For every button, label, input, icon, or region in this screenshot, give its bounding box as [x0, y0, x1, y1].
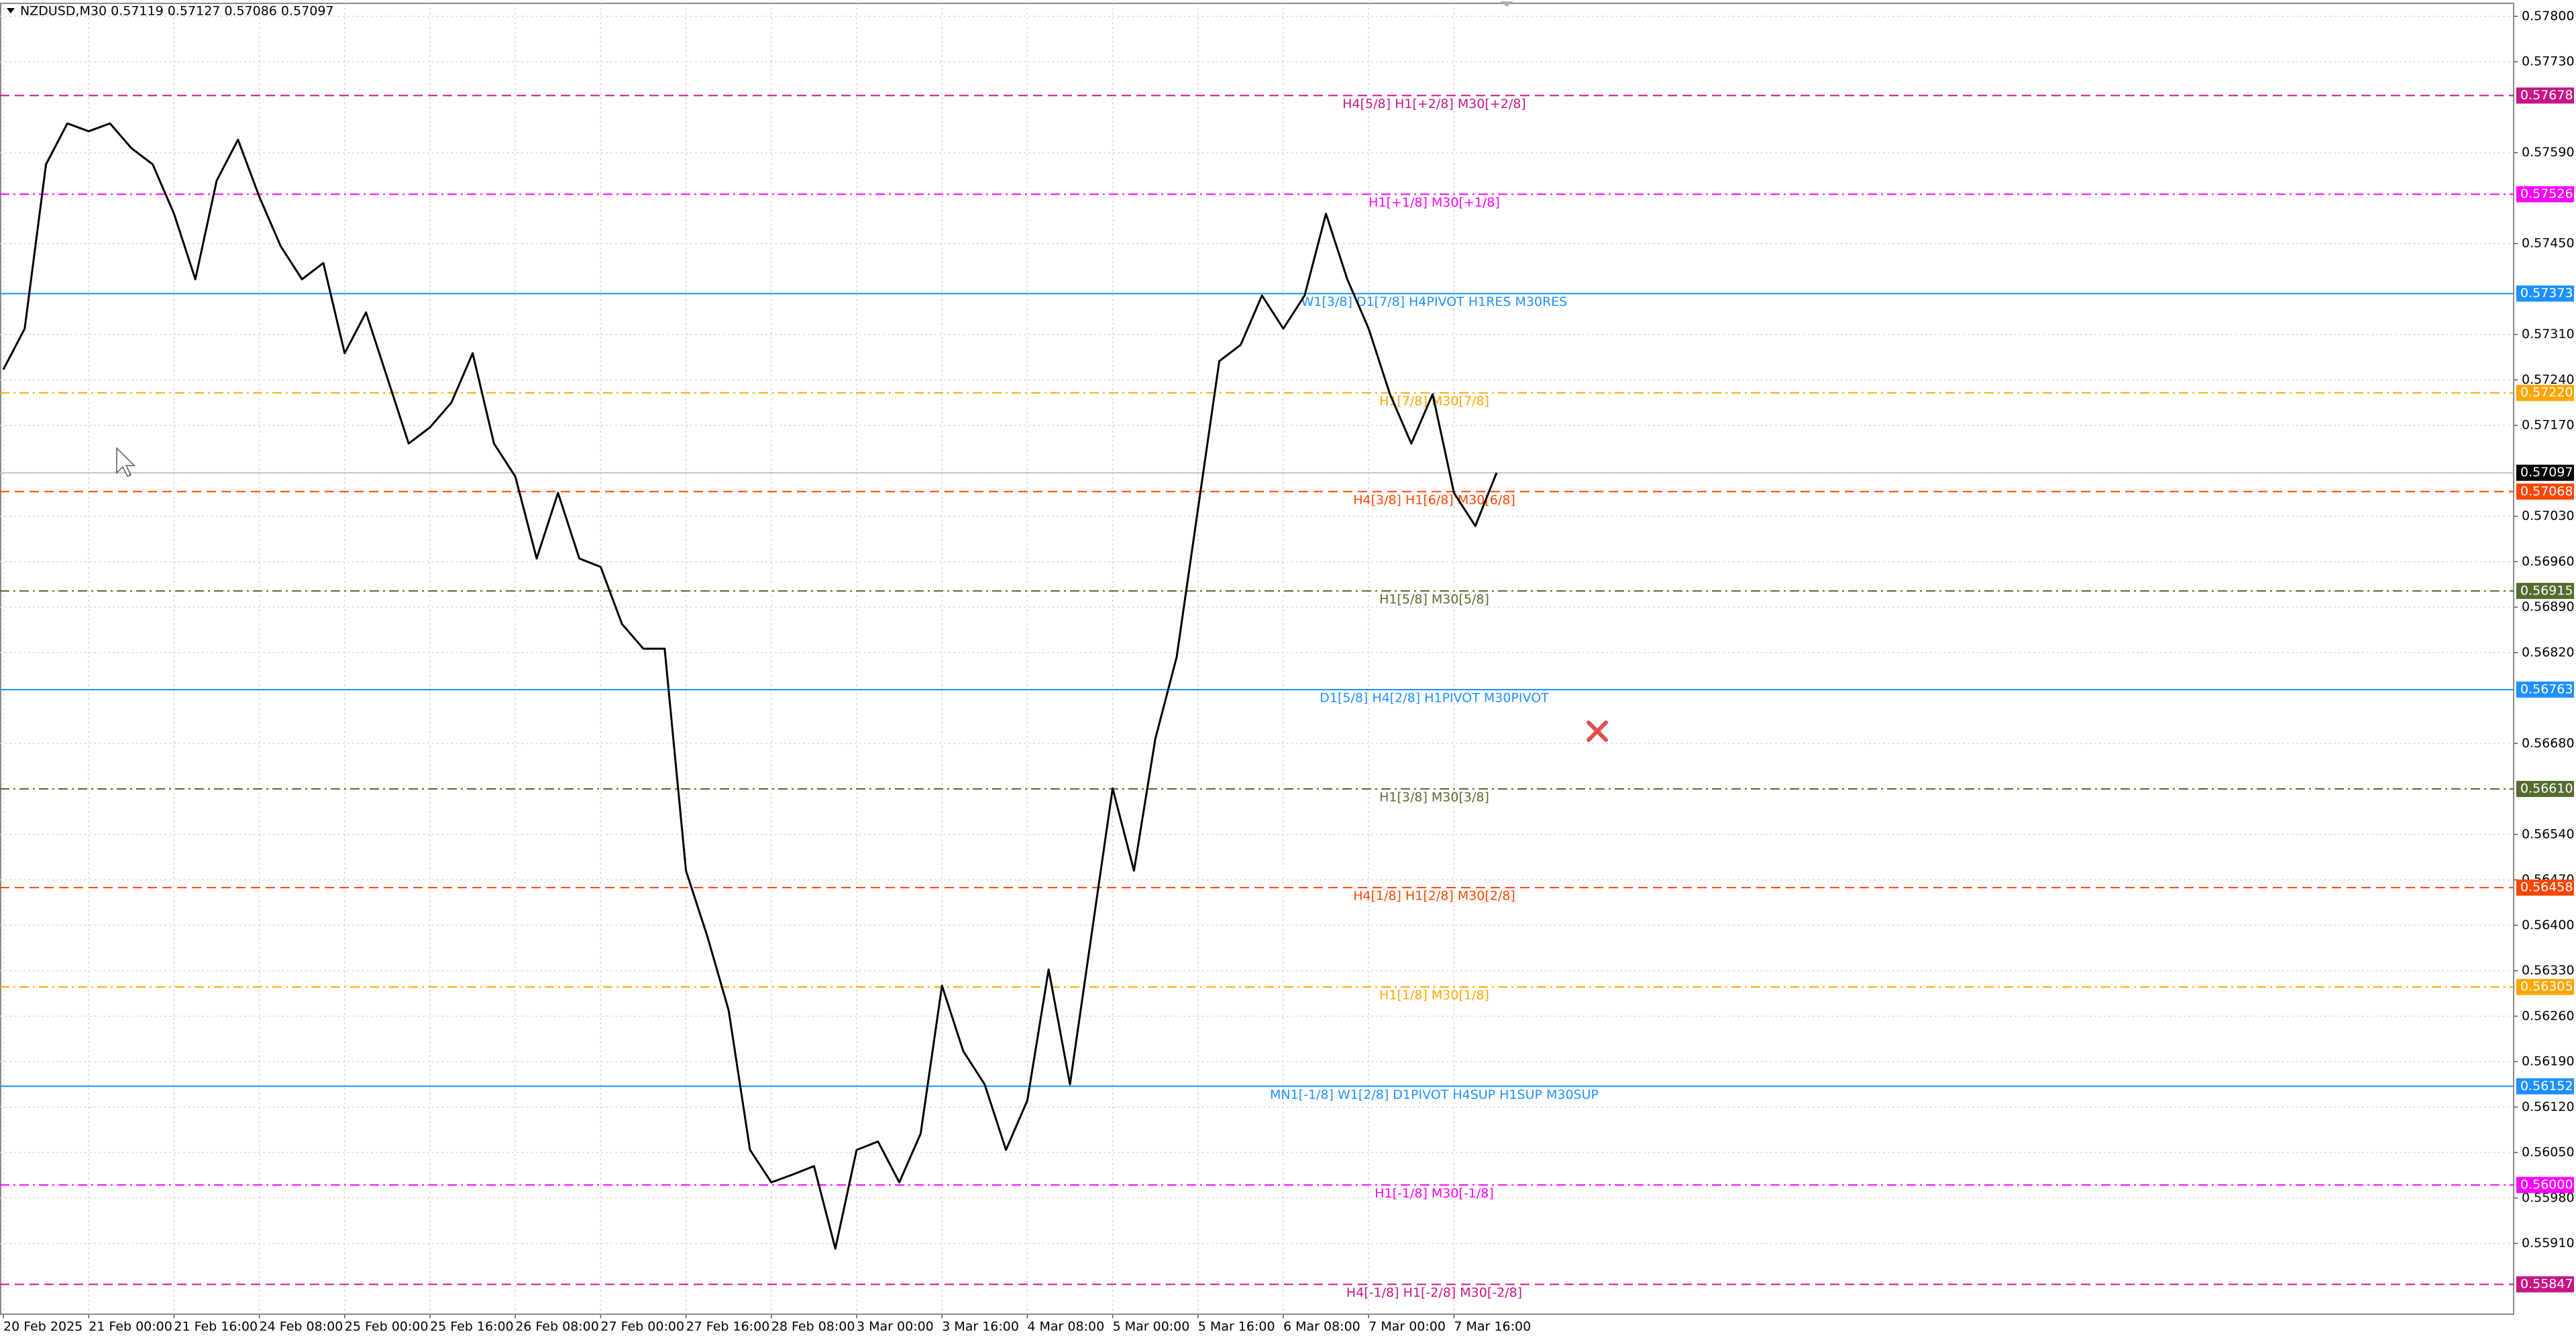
plot-frame [0, 3, 2514, 1315]
series [2, 122, 1498, 1250]
price-box [2516, 186, 2574, 203]
x-tick-label: 3 Mar 00:00 [857, 1320, 934, 1334]
price-box-label: 0.57220 [2520, 385, 2573, 400]
price-box-label: 0.56610 [2520, 782, 2573, 796]
y-tick-label: 0.55910 [2522, 1236, 2575, 1250]
price-box-label: 0.57526 [2520, 186, 2573, 201]
y-tick-label: 0.56890 [2522, 600, 2575, 614]
level-label: MN1[-1/8] W1[2/8] D1PIVOT H4SUP H1SUP M3… [1270, 1087, 1599, 1102]
x-tick-label: 25 Feb 16:00 [430, 1320, 514, 1334]
level-label: W1[3/8] D1[7/8] H4PIVOT H1RES M30RES [1301, 294, 1568, 309]
price-box-label: 0.56915 [2520, 583, 2573, 598]
x-tick-label: 6 Mar 08:00 [1283, 1320, 1360, 1334]
mouse-cursor [116, 447, 136, 477]
x-tick-label: 4 Mar 08:00 [1027, 1320, 1104, 1334]
y-tick-label: 0.57030 [2522, 508, 2575, 523]
price-box [2516, 1078, 2574, 1095]
price-box [2516, 979, 2574, 996]
price-box-label: 0.56763 [2520, 682, 2573, 696]
price-box [2516, 285, 2574, 302]
x-tick-label: 28 Feb 08:00 [771, 1320, 855, 1334]
x-tick-label: 27 Feb 00:00 [600, 1320, 684, 1334]
price-box-label: 0.57373 [2520, 286, 2573, 301]
y-tick-label: 0.57450 [2522, 236, 2575, 251]
price-box [2516, 1276, 2574, 1293]
price-box [2516, 582, 2574, 599]
level-label: H4[-1/8] H1[-2/8] M30[-2/8] [1346, 1285, 1522, 1300]
level-label: H4[3/8] H1[6/8] M30[6/8] [1353, 492, 1515, 507]
y-tick-label: 0.56120 [2522, 1100, 2575, 1114]
x-tick-label: 21 Feb 16:00 [174, 1320, 258, 1334]
y-tick-label: 0.56190 [2522, 1054, 2575, 1069]
x-tick-label: 5 Mar 00:00 [1113, 1320, 1190, 1334]
x-tick-label: 7 Mar 16:00 [1454, 1320, 1531, 1334]
y-tick-label: 0.56960 [2522, 554, 2575, 569]
y-tick-label: 0.56400 [2522, 918, 2575, 932]
x-tick-label: 5 Mar 16:00 [1198, 1320, 1275, 1334]
axis: 0.57800 0.57730 0.57590 0.57450 0.57310 0.572… [3, 9, 2575, 1334]
x-tick-label: 21 Feb 00:00 [89, 1320, 172, 1334]
grid [0, 3, 2514, 1314]
chart-title: NZDUSD,M30 0.57119 0.57127 0.57086 0.570… [20, 4, 334, 19]
price-box-label: 0.56305 [2520, 979, 2573, 994]
price-box-label: 0.56458 [2520, 880, 2573, 895]
price-box [2516, 1177, 2574, 1193]
y-tick-label: 0.57730 [2522, 54, 2575, 69]
current-price-label: 0.57097 [2520, 465, 2573, 480]
x-tick-label: 27 Feb 16:00 [686, 1320, 770, 1334]
level-label: H1[3/8] M30[3/8] [1379, 790, 1489, 805]
y-tick-label: 0.55980 [2522, 1190, 2575, 1205]
level-label: H4[5/8] H1[+2/8] M30[+2/8] [1342, 97, 1525, 111]
shift-marker [1500, 1, 1513, 7]
level-label: D1[5/8] H4[2/8] H1PIVOT M30PIVOT [1320, 690, 1549, 705]
price-box-label: 0.57678 [2520, 88, 2573, 103]
price-box [2516, 384, 2574, 401]
y-tick-label: 0.56260 [2522, 1008, 2575, 1023]
price-box [2516, 483, 2574, 500]
symbol-menu-arrow[interactable] [7, 8, 15, 13]
y-tick-label: 0.57310 [2522, 327, 2575, 341]
y-tick-label: 0.56540 [2522, 826, 2575, 841]
level-label: H1[+1/8] M30[+1/8] [1368, 195, 1500, 210]
price-line [2, 122, 1498, 1250]
y-tick-label: 0.57800 [2522, 9, 2575, 23]
level-label: H4[1/8] H1[2/8] M30[2/8] [1353, 889, 1515, 904]
x-tick-label: 24 Feb 08:00 [260, 1320, 343, 1334]
x-tick-label: 26 Feb 08:00 [515, 1320, 599, 1334]
close-stroke [1587, 720, 1608, 742]
x-tick-label: 20 Feb 2025 [3, 1320, 83, 1334]
price-box [2516, 681, 2574, 698]
current-price-box [2516, 464, 2574, 481]
y-tick-label: 0.57170 [2522, 418, 2575, 433]
price-box-label: 0.55847 [2520, 1277, 2573, 1291]
x-tick-label: 7 Mar 00:00 [1368, 1320, 1446, 1334]
level-label: H1[5/8] M30[5/8] [1379, 592, 1489, 606]
y-tick-label: 0.56680 [2522, 736, 2575, 751]
y-tick-label: 0.56050 [2522, 1145, 2575, 1160]
y-tick-label: 0.57240 [2522, 372, 2575, 387]
price-box [2516, 87, 2574, 104]
y-tick-label: 0.56820 [2522, 645, 2575, 659]
level-label: H1[-1/8] M30[-1/8] [1375, 1186, 1494, 1201]
price-box-label: 0.56152 [2520, 1079, 2573, 1093]
close-icon[interactable] [1587, 720, 1608, 742]
x-tick-label: 3 Mar 16:00 [942, 1320, 1019, 1334]
x-tick-label: 25 Feb 00:00 [345, 1320, 429, 1334]
price-box-label: 0.57068 [2520, 484, 2573, 498]
price-box [2516, 781, 2574, 798]
y-tick-label: 0.56330 [2522, 963, 2575, 978]
y-tick-label: 0.57590 [2522, 145, 2575, 160]
price-box-label: 0.56000 [2520, 1177, 2573, 1192]
price-box [2516, 879, 2574, 896]
level-label: H1[1/8] M30[1/8] [1379, 988, 1489, 1003]
